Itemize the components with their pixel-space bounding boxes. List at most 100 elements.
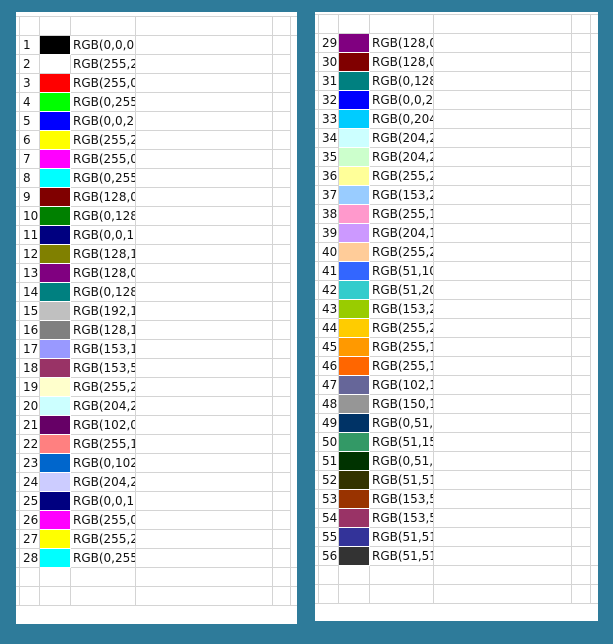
color-swatch-cell[interactable] bbox=[39, 491, 71, 511]
rgb-label-cell[interactable]: RGB(255,204,0) bbox=[369, 318, 434, 338]
color-index-cell[interactable]: 26 bbox=[19, 510, 40, 530]
cell[interactable] bbox=[272, 92, 291, 112]
color-index-cell[interactable]: 32 bbox=[318, 90, 339, 110]
cell[interactable] bbox=[272, 54, 291, 74]
cell[interactable] bbox=[433, 451, 572, 471]
rgb-label-cell[interactable]: RGB(255,255,0) bbox=[70, 130, 136, 150]
cell[interactable] bbox=[135, 320, 273, 340]
cell[interactable] bbox=[135, 35, 273, 55]
color-swatch-cell[interactable] bbox=[338, 33, 370, 53]
rgb-label-cell[interactable]: RGB(153,204,0) bbox=[369, 299, 434, 319]
color-swatch-cell[interactable] bbox=[338, 90, 370, 110]
color-index-cell[interactable]: 6 bbox=[19, 130, 40, 150]
color-swatch-cell[interactable] bbox=[338, 527, 370, 547]
cell[interactable] bbox=[338, 565, 370, 585]
color-swatch-cell[interactable] bbox=[338, 52, 370, 72]
rgb-label-cell[interactable]: RGB(192,192,192) bbox=[70, 301, 136, 321]
color-index-cell[interactable]: 8 bbox=[19, 168, 40, 188]
rgb-label-cell[interactable]: RGB(51,51,51) bbox=[369, 546, 434, 566]
cell[interactable] bbox=[571, 337, 591, 357]
cell[interactable] bbox=[272, 434, 291, 454]
cell[interactable] bbox=[571, 109, 591, 129]
cell[interactable] bbox=[571, 261, 591, 281]
cell[interactable] bbox=[571, 356, 591, 376]
cell[interactable] bbox=[70, 586, 136, 606]
color-swatch-cell[interactable] bbox=[338, 394, 370, 414]
color-swatch-cell[interactable] bbox=[39, 301, 71, 321]
cell[interactable] bbox=[135, 130, 273, 150]
rgb-label-cell[interactable]: RGB(0,51,0) bbox=[369, 451, 434, 471]
rgb-label-cell[interactable]: RGB(255,255,153) bbox=[369, 166, 434, 186]
color-index-cell[interactable]: 50 bbox=[318, 432, 339, 452]
rgb-label-cell[interactable]: RGB(0,102,204) bbox=[70, 453, 136, 473]
color-swatch-cell[interactable] bbox=[39, 548, 71, 568]
cell[interactable] bbox=[272, 187, 291, 207]
color-index-cell[interactable]: 15 bbox=[19, 301, 40, 321]
cell[interactable] bbox=[135, 206, 273, 226]
rgb-label-cell[interactable]: RGB(255,128,128) bbox=[70, 434, 136, 454]
cell[interactable] bbox=[135, 339, 273, 359]
rgb-label-cell[interactable]: RGB(0,128,128) bbox=[369, 71, 434, 91]
cell[interactable] bbox=[135, 491, 273, 511]
cell[interactable] bbox=[433, 356, 572, 376]
color-swatch-cell[interactable] bbox=[39, 453, 71, 473]
rgb-label-cell[interactable]: RGB(153,51,102) bbox=[369, 508, 434, 528]
color-swatch-cell[interactable] bbox=[338, 242, 370, 262]
color-swatch-cell[interactable] bbox=[338, 261, 370, 281]
cell[interactable] bbox=[571, 223, 591, 243]
cell[interactable] bbox=[272, 453, 291, 473]
rgb-label-cell[interactable]: RGB(255,102,0) bbox=[369, 356, 434, 376]
color-index-cell[interactable]: 5 bbox=[19, 111, 40, 131]
cell[interactable] bbox=[433, 147, 572, 167]
rgb-label-cell[interactable]: RGB(128,128,128) bbox=[70, 320, 136, 340]
color-index-cell[interactable]: 41 bbox=[318, 261, 339, 281]
cell[interactable] bbox=[135, 301, 273, 321]
cell[interactable] bbox=[272, 472, 291, 492]
color-swatch-cell[interactable] bbox=[338, 375, 370, 395]
cell[interactable] bbox=[272, 320, 291, 340]
color-swatch-cell[interactable] bbox=[338, 508, 370, 528]
color-index-cell[interactable]: 17 bbox=[19, 339, 40, 359]
cell[interactable] bbox=[272, 301, 291, 321]
color-swatch-cell[interactable] bbox=[39, 358, 71, 378]
cell[interactable] bbox=[135, 263, 273, 283]
rgb-label-cell[interactable]: RGB(51,51,0) bbox=[369, 470, 434, 490]
rgb-label-cell[interactable]: RGB(255,153,0) bbox=[369, 337, 434, 357]
color-swatch-cell[interactable] bbox=[338, 223, 370, 243]
rgb-label-cell[interactable]: RGB(0,0,255) bbox=[369, 90, 434, 110]
cell[interactable] bbox=[272, 73, 291, 93]
rgb-label-cell[interactable]: RGB(128,128,0) bbox=[70, 244, 136, 264]
cell[interactable] bbox=[369, 14, 434, 34]
cell[interactable] bbox=[433, 470, 572, 490]
color-swatch-cell[interactable] bbox=[338, 546, 370, 566]
color-index-cell[interactable]: 22 bbox=[19, 434, 40, 454]
cell[interactable] bbox=[433, 375, 572, 395]
color-index-cell[interactable]: 54 bbox=[318, 508, 339, 528]
color-index-cell[interactable]: 1 bbox=[19, 35, 40, 55]
color-swatch-cell[interactable] bbox=[39, 282, 71, 302]
color-index-cell[interactable]: 20 bbox=[19, 396, 40, 416]
cell[interactable] bbox=[433, 508, 572, 528]
color-index-cell[interactable]: 35 bbox=[318, 147, 339, 167]
cell[interactable] bbox=[318, 14, 339, 34]
cell[interactable] bbox=[590, 14, 598, 34]
cell[interactable] bbox=[135, 567, 273, 587]
color-index-cell[interactable]: 53 bbox=[318, 489, 339, 509]
cell[interactable] bbox=[433, 527, 572, 547]
cell[interactable] bbox=[433, 33, 572, 53]
rgb-label-cell[interactable]: RGB(128,0,0) bbox=[70, 187, 136, 207]
color-index-cell[interactable]: 36 bbox=[318, 166, 339, 186]
color-swatch-cell[interactable] bbox=[338, 489, 370, 509]
cell[interactable] bbox=[135, 453, 273, 473]
rgb-label-cell[interactable]: RGB(0,51,102) bbox=[369, 413, 434, 433]
color-swatch-cell[interactable] bbox=[39, 244, 71, 264]
cell[interactable] bbox=[433, 242, 572, 262]
color-swatch-cell[interactable] bbox=[39, 472, 71, 492]
cell[interactable] bbox=[135, 358, 273, 378]
color-index-cell[interactable]: 33 bbox=[318, 109, 339, 129]
cell[interactable] bbox=[135, 244, 273, 264]
color-index-cell[interactable]: 11 bbox=[19, 225, 40, 245]
color-index-cell[interactable]: 2 bbox=[19, 54, 40, 74]
rgb-label-cell[interactable]: RGB(255,255,204) bbox=[70, 377, 136, 397]
cell[interactable] bbox=[290, 567, 297, 587]
